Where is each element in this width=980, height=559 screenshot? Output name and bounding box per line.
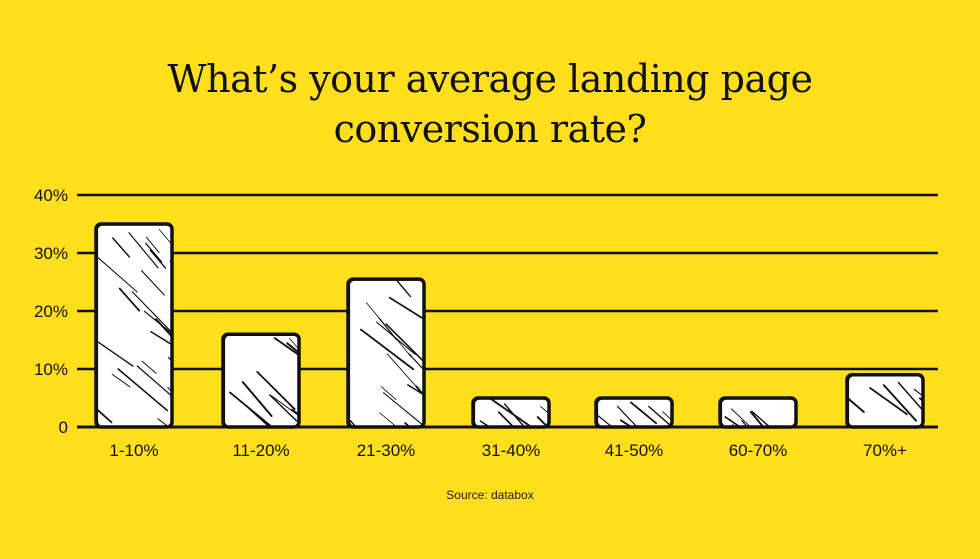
y-tick-label-0: 0 bbox=[59, 418, 68, 437]
bars bbox=[94, 222, 925, 429]
x-tick-label-60-70%: 60-70% bbox=[729, 441, 788, 460]
y-tick-label-20: 20% bbox=[34, 302, 68, 321]
bar-11-20% bbox=[221, 332, 301, 429]
x-tick-label-70%+: 70%+ bbox=[863, 441, 907, 460]
bar-21-30% bbox=[346, 277, 426, 429]
y-tick-label-40: 40% bbox=[34, 186, 68, 205]
grid-lines bbox=[77, 193, 938, 429]
bar-41-50% bbox=[594, 396, 674, 429]
x-tick-label-21-30%: 21-30% bbox=[357, 441, 416, 460]
bar-60-70% bbox=[718, 396, 798, 429]
chart-title: What’s your average landing page convers… bbox=[0, 54, 980, 154]
chart-title-line-1: What’s your average landing page bbox=[167, 57, 813, 101]
y-tick-label-30: 30% bbox=[34, 244, 68, 263]
x-tick-label-31-40%: 31-40% bbox=[482, 441, 541, 460]
x-tick-label-11-20%: 11-20% bbox=[232, 441, 289, 460]
source-note: Source: databox bbox=[446, 488, 534, 502]
x-tick-label-1-10%: 1-10% bbox=[109, 441, 158, 460]
bar-1-10% bbox=[94, 222, 174, 429]
x-tick-label-41-50%: 41-50% bbox=[605, 441, 664, 460]
bar-31-40% bbox=[471, 396, 551, 429]
y-axis-tick-labels: 0 10% 20% 30% 40% bbox=[34, 186, 68, 437]
bar-70%+ bbox=[845, 373, 925, 429]
chart-title-line-2: conversion rate? bbox=[333, 107, 647, 151]
y-tick-label-10: 10% bbox=[34, 360, 68, 379]
x-axis-category-labels: 1-10% 11-20% 21-30% 31-40% 41-50% 60-70% 70%+ bbox=[109, 441, 907, 460]
